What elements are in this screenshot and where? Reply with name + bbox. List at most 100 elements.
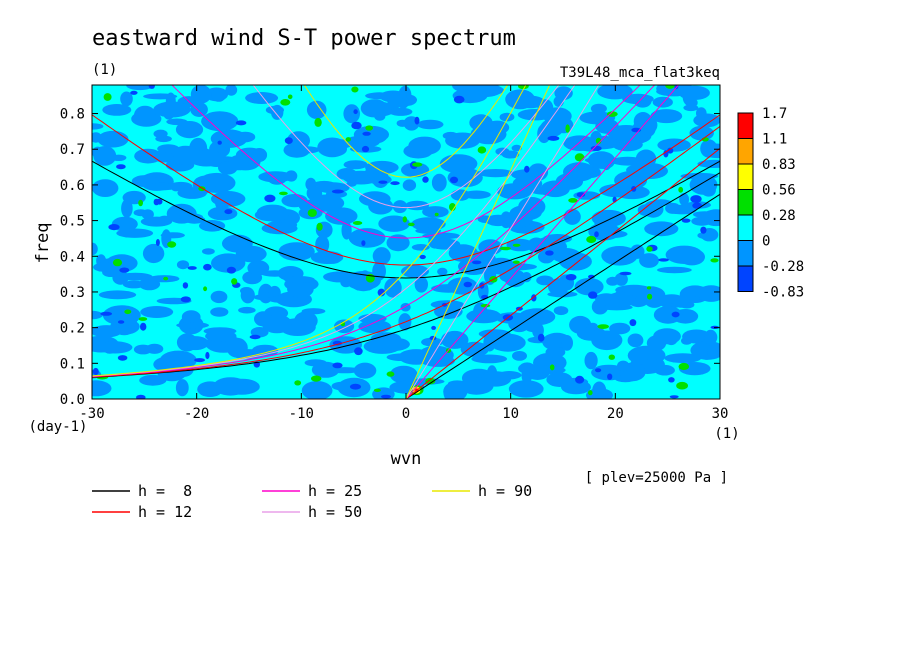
- field-blob: [205, 351, 210, 360]
- field-blob: [664, 353, 702, 363]
- field-blob: [629, 319, 637, 327]
- field-blob: [336, 168, 357, 180]
- field-blob: [331, 189, 344, 194]
- field-blob: [372, 247, 391, 265]
- field-blob: [250, 327, 269, 338]
- dispersion-curve: [252, 85, 560, 209]
- field-blob: [176, 260, 190, 270]
- field-blob: [452, 85, 474, 92]
- field-blob: [130, 273, 149, 280]
- field-blob: [633, 163, 668, 179]
- field-blob: [665, 85, 675, 89]
- field-blob: [606, 111, 618, 117]
- field-blob: [145, 182, 179, 191]
- field-blob: [102, 305, 141, 326]
- field-blob: [353, 109, 358, 115]
- field-blob: [210, 290, 228, 304]
- colorbar-label: -0.83: [762, 285, 804, 301]
- dispersion-curve: [92, 85, 527, 377]
- field-blob: [93, 146, 117, 166]
- field-blob: [226, 266, 236, 274]
- field-blob: [671, 311, 680, 318]
- field-blob: [692, 211, 717, 218]
- field-blob: [100, 311, 113, 316]
- field-blob: [211, 253, 246, 273]
- x-tick-label: 10: [502, 406, 519, 422]
- field-blob: [343, 104, 361, 124]
- field-blob: [306, 100, 327, 120]
- field-blob: [365, 125, 374, 131]
- field-blob: [201, 111, 239, 132]
- field-blob: [122, 280, 146, 289]
- field-blob: [117, 355, 128, 361]
- colorbar-label: 0.56: [762, 183, 796, 199]
- field-blob: [92, 380, 112, 397]
- chart-title: eastward wind S-T power spectrum: [92, 26, 516, 51]
- field-blob: [92, 123, 104, 130]
- spectrum-field: [92, 85, 720, 399]
- field-blob: [136, 394, 146, 399]
- field-blob: [187, 266, 197, 270]
- field-blob: [386, 234, 410, 252]
- field-blob: [254, 311, 273, 327]
- field-blob: [211, 191, 246, 207]
- y-tick-label: 0.6: [60, 178, 85, 194]
- field-blob: [408, 136, 441, 156]
- field-blob: [260, 270, 290, 277]
- field-blob: [199, 220, 226, 232]
- field-blob: [609, 322, 631, 335]
- field-blob: [582, 137, 620, 150]
- field-blob: [210, 307, 229, 317]
- field-blob: [323, 271, 357, 283]
- field-blob: [377, 288, 386, 297]
- field-blob: [381, 394, 391, 399]
- field-blob: [284, 137, 293, 145]
- field-blob: [194, 358, 206, 363]
- x-tick-label: -30: [79, 406, 104, 422]
- field-blob: [207, 206, 238, 221]
- dispersion-curve: [405, 147, 720, 399]
- field-blob: [547, 135, 560, 141]
- legend-label: h = 90: [478, 482, 532, 500]
- field-blob: [499, 246, 511, 251]
- field-blob: [679, 193, 690, 206]
- field-blob: [586, 235, 597, 244]
- y-axis-title: freq: [33, 223, 53, 264]
- field-blob: [545, 346, 566, 358]
- field-blob: [445, 132, 480, 149]
- field-blob: [449, 176, 459, 184]
- field-blob: [478, 85, 504, 96]
- field-blob: [271, 104, 284, 120]
- field-blob: [130, 90, 138, 95]
- field-blob: [653, 306, 683, 324]
- field-blob: [656, 86, 692, 97]
- field-blob: [386, 371, 395, 377]
- field-blob: [707, 344, 719, 359]
- field-blob: [245, 92, 279, 104]
- field-blob: [402, 216, 407, 223]
- field-blob: [633, 94, 652, 108]
- field-blob: [153, 129, 168, 138]
- field-blob: [218, 161, 238, 175]
- field-blob: [98, 341, 133, 354]
- field-blob: [437, 267, 448, 276]
- field-blob: [361, 145, 370, 153]
- field-blob: [415, 227, 442, 234]
- field-blob: [287, 280, 314, 298]
- field-blob: [682, 88, 697, 107]
- dispersion-curve: [171, 85, 641, 239]
- field-blob: [508, 314, 531, 333]
- field-blob: [524, 165, 530, 173]
- field-blob: [710, 258, 719, 263]
- field-blob: [665, 202, 681, 214]
- field-blob: [537, 333, 545, 342]
- dispersion-curve: [405, 85, 551, 399]
- field-blob: [163, 276, 169, 281]
- field-blob: [561, 335, 573, 351]
- field-blob: [646, 335, 667, 351]
- field-blob: [120, 91, 133, 107]
- field-blob: [171, 145, 200, 165]
- field-blob: [134, 105, 156, 125]
- colorbar-swatch: [737, 214, 754, 241]
